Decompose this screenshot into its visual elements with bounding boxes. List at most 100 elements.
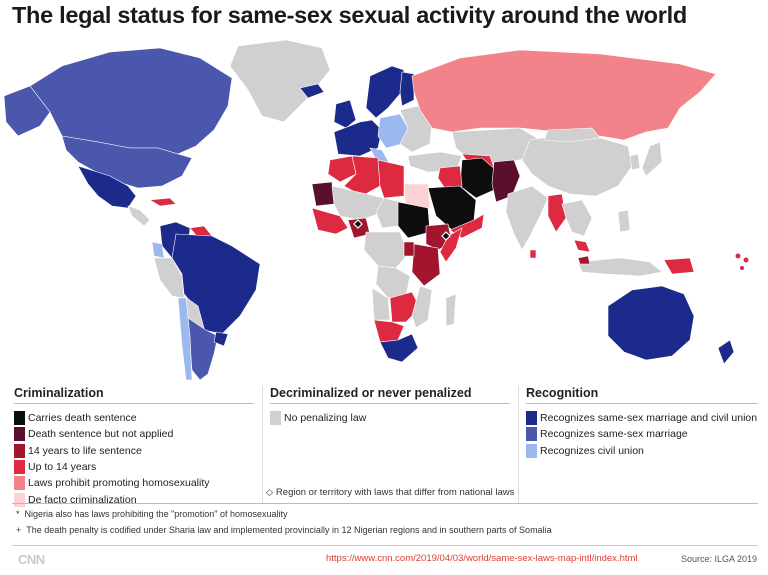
mexico xyxy=(77,165,137,209)
territory-marker-somalia xyxy=(441,231,451,241)
legend-item: Recognizes civil union xyxy=(526,443,758,459)
legend-item: Recognizes same-sex marriage and civil u… xyxy=(526,410,758,426)
libya xyxy=(377,159,405,199)
legend-item: No penalizing law xyxy=(270,410,510,426)
congo-drc xyxy=(375,265,411,299)
legend-divider xyxy=(262,386,263,504)
legend-swatch xyxy=(270,411,281,426)
legend-item: Death sentence but not applied xyxy=(14,426,254,442)
legend-label: 14 years to life sentence xyxy=(28,444,142,457)
malaysia xyxy=(573,239,591,253)
legend-item: Recognizes same-sex marriage xyxy=(526,426,758,442)
madagascar xyxy=(445,293,457,327)
legend-item: Laws prohibit promoting homosexuality xyxy=(14,475,254,491)
pacific-island xyxy=(740,266,744,270)
legend-decriminalized: Decriminalized or never penalized No pen… xyxy=(270,386,510,426)
world-map xyxy=(3,39,749,380)
legend-label: Up to 14 years xyxy=(28,461,97,474)
legend-swatch xyxy=(526,427,537,442)
mozambique xyxy=(411,285,433,329)
west-africa xyxy=(311,207,349,235)
legend-label: Recognizes same-sex marriage and civil u… xyxy=(540,412,758,425)
southeast-asia xyxy=(561,199,593,237)
india xyxy=(505,185,549,251)
map-title: The legal status for same-sex sexual act… xyxy=(12,2,687,28)
legend-swatch xyxy=(526,411,537,426)
uganda xyxy=(403,241,415,257)
legend-label: Laws prohibit promoting homosexuality xyxy=(28,477,210,490)
myanmar-bangladesh xyxy=(547,193,567,233)
legend-heading-decriminalized: Decriminalized or never penalized xyxy=(270,386,510,404)
somalia xyxy=(439,227,463,263)
legend-criminalization: Criminalization Carries death sentence D… xyxy=(14,386,254,508)
legend-label: No penalizing law xyxy=(284,412,367,425)
footnote-text: Nigeria also has laws prohibiting the "p… xyxy=(24,509,288,519)
legend-label: Death sentence but not applied xyxy=(28,428,174,441)
legend-swatch xyxy=(14,476,25,491)
scandinavia xyxy=(365,65,405,119)
chad xyxy=(375,197,401,229)
mauritania xyxy=(311,181,335,207)
territory-marker-nigeria xyxy=(353,219,363,229)
footnote-text: The death penalty is codified under Shar… xyxy=(26,525,552,535)
korea xyxy=(629,153,641,171)
south-africa xyxy=(379,333,419,363)
legend-item: Up to 14 years xyxy=(14,459,254,475)
legend-item: 14 years to life sentence xyxy=(14,443,254,459)
legend-heading-recognition: Recognition xyxy=(526,386,758,404)
papua-new-guinea xyxy=(663,257,695,275)
legend-item: Carries death sentence xyxy=(14,410,254,426)
chile xyxy=(177,297,193,380)
sri-lanka xyxy=(529,249,537,259)
canada xyxy=(29,47,233,155)
territory-note: ◇ Region or territory with laws that diff… xyxy=(266,487,514,498)
footer-divider xyxy=(12,545,758,546)
cnn-logo: CNN xyxy=(18,552,45,567)
legend-swatch xyxy=(14,443,25,458)
ecuador xyxy=(151,241,165,259)
source-url-link[interactable]: https://www.cnn.com/2019/04/03/world/sam… xyxy=(326,553,638,564)
uruguay xyxy=(213,331,229,347)
central-america xyxy=(127,205,151,227)
legend-swatch xyxy=(14,411,25,426)
greenland xyxy=(229,39,331,123)
uk-ireland xyxy=(333,99,357,129)
legend-swatch xyxy=(14,427,25,442)
footnote-nigeria: * Nigeria also has laws prohibiting the "… xyxy=(16,509,288,519)
alaska xyxy=(3,85,51,137)
territory-note-text: Region or territory with laws that diffe… xyxy=(275,487,515,498)
diamond-outline-icon: ◇ xyxy=(266,487,273,497)
notes-divider xyxy=(12,503,758,504)
legend-divider xyxy=(518,386,519,504)
legend-heading-criminalization: Criminalization xyxy=(14,386,254,404)
legend-swatch xyxy=(14,492,25,507)
legend-label: Recognizes same-sex marriage xyxy=(540,428,688,441)
pacific-island xyxy=(735,253,741,259)
legend-label: De facto criminalization xyxy=(28,493,137,506)
source-credit: Source: ILGA 2019 xyxy=(681,554,758,564)
russia xyxy=(411,49,717,141)
philippines xyxy=(617,209,631,233)
indonesia-aceh xyxy=(577,255,591,265)
morocco xyxy=(327,155,357,183)
footnote-mark: + xyxy=(16,525,22,535)
pacific-island xyxy=(743,257,749,263)
legend-label: Recognizes civil union xyxy=(540,444,644,457)
caribbean xyxy=(149,197,177,207)
central-africa xyxy=(363,231,409,269)
legend-item: De facto criminalization xyxy=(14,491,254,507)
kenya-tanzania xyxy=(411,243,441,287)
legend-swatch xyxy=(14,460,25,475)
namibia-botswana xyxy=(373,319,405,343)
china xyxy=(521,133,633,197)
legend-label: Carries death sentence xyxy=(28,412,137,425)
footnote-mark: * xyxy=(16,509,20,519)
new-zealand xyxy=(717,339,735,365)
japan xyxy=(641,141,663,177)
legend-recognition: Recognition Recognizes same-sex marriage… xyxy=(526,386,758,459)
united-states xyxy=(61,135,193,189)
iceland xyxy=(299,83,325,99)
angola xyxy=(371,287,391,321)
footnote-sharia: + The death penalty is codified under Sha… xyxy=(16,525,552,535)
sudan xyxy=(397,201,431,239)
